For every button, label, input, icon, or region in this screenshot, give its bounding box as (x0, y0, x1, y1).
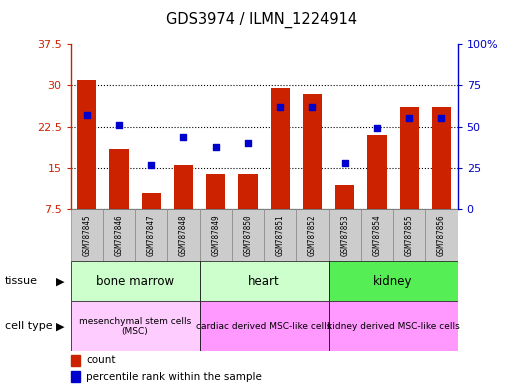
Bar (109, 149, 129, 209)
Point (340, 160, 349, 166)
Text: GSM787856: GSM787856 (437, 214, 446, 256)
Bar (393, 209, 425, 261)
Point (405, 115, 413, 121)
Bar (71, 371, 81, 382)
Text: GSM787852: GSM787852 (308, 214, 317, 256)
Bar (174, 165, 193, 209)
Bar (167, 209, 200, 261)
Text: GSM787853: GSM787853 (340, 214, 349, 256)
Point (276, 104, 285, 110)
Text: tissue: tissue (5, 276, 38, 286)
Bar (238, 174, 258, 209)
Text: GSM787848: GSM787848 (179, 214, 188, 256)
Point (437, 115, 446, 121)
Bar (71, 261, 200, 301)
Point (244, 140, 252, 146)
Bar (400, 108, 419, 209)
Bar (71, 209, 103, 261)
Bar (103, 209, 135, 261)
Bar (71, 355, 81, 366)
Text: GSM787845: GSM787845 (82, 214, 91, 256)
Bar (200, 209, 232, 261)
Bar (361, 209, 393, 261)
Text: cardiac derived MSC-like cells: cardiac derived MSC-like cells (197, 322, 332, 331)
Bar (71, 301, 200, 351)
Point (83, 112, 91, 118)
Bar (328, 209, 361, 261)
Text: GSM787849: GSM787849 (211, 214, 220, 256)
Point (211, 144, 220, 150)
Text: count: count (86, 356, 116, 366)
Bar (328, 301, 458, 351)
Bar (264, 209, 297, 261)
Point (309, 104, 317, 110)
Text: cell type: cell type (5, 321, 53, 331)
Bar (303, 94, 322, 209)
Point (115, 122, 123, 128)
Point (147, 162, 155, 168)
Bar (200, 261, 328, 301)
Bar (297, 209, 328, 261)
Text: ▶: ▶ (56, 321, 64, 331)
Bar (425, 209, 458, 261)
Bar (232, 209, 264, 261)
Text: percentile rank within the sample: percentile rank within the sample (86, 372, 262, 382)
Text: GSM787855: GSM787855 (405, 214, 414, 256)
Text: GSM787846: GSM787846 (115, 214, 123, 256)
Bar (432, 108, 451, 209)
Bar (367, 135, 386, 209)
Text: mesenchymal stem cells
(MSC): mesenchymal stem cells (MSC) (79, 317, 191, 336)
Text: GSM787851: GSM787851 (276, 214, 285, 256)
Text: ▶: ▶ (56, 276, 64, 286)
Bar (142, 193, 161, 209)
Text: bone marrow: bone marrow (96, 275, 174, 288)
Text: GDS3974 / ILMN_1224914: GDS3974 / ILMN_1224914 (166, 12, 357, 28)
Bar (270, 88, 290, 209)
Bar (135, 209, 167, 261)
Point (179, 134, 188, 140)
Bar (77, 80, 96, 209)
Point (373, 125, 381, 131)
Text: kidney: kidney (373, 275, 413, 288)
Bar (200, 301, 328, 351)
Text: kidney derived MSC-like cells: kidney derived MSC-like cells (327, 322, 460, 331)
Text: heart: heart (248, 275, 280, 288)
Text: GSM787847: GSM787847 (147, 214, 156, 256)
Bar (328, 261, 458, 301)
Text: GSM787850: GSM787850 (244, 214, 253, 256)
Bar (335, 185, 355, 209)
Bar (206, 174, 225, 209)
Text: GSM787854: GSM787854 (372, 214, 381, 256)
